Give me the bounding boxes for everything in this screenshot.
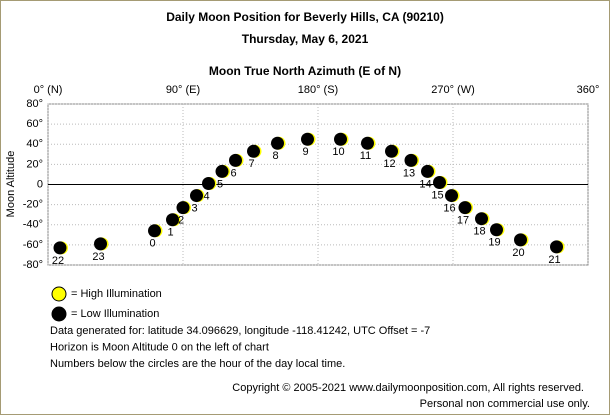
moon-point bbox=[458, 201, 472, 215]
copyright: Personal non commercial use only. bbox=[420, 398, 590, 410]
hour-label: 9 bbox=[302, 146, 308, 158]
moon-point bbox=[550, 240, 563, 254]
hour-label: 12 bbox=[383, 158, 395, 170]
hour-label: 13 bbox=[403, 167, 415, 179]
moon-point bbox=[361, 136, 374, 150]
moon-point bbox=[421, 164, 434, 178]
hour-label: 20 bbox=[512, 247, 524, 259]
hour-label: 3 bbox=[191, 202, 197, 214]
moon-point bbox=[385, 144, 398, 158]
y-tick-label: 20° bbox=[26, 158, 43, 170]
y-axis-title: Moon Altitude bbox=[5, 151, 17, 218]
chart-title: Daily Moon Position for Beverly Hills, C… bbox=[166, 10, 444, 24]
moon-point bbox=[301, 132, 314, 146]
hour-label: 1 bbox=[167, 227, 173, 239]
copyright: Copyright © 2005-2021 www.dailymoonposit… bbox=[232, 382, 584, 394]
note: Numbers below the circles are the hour o… bbox=[50, 358, 345, 370]
legend-swatch bbox=[51, 286, 67, 302]
moon-point bbox=[166, 213, 179, 227]
hour-label: 14 bbox=[419, 178, 431, 190]
moon-point bbox=[94, 237, 107, 251]
moon-point bbox=[247, 144, 260, 158]
hour-label: 16 bbox=[443, 202, 455, 214]
note: Data generated for: latitude 34.096629, … bbox=[50, 325, 430, 337]
y-tick-label: 80° bbox=[26, 98, 43, 110]
hour-label: 10 bbox=[332, 146, 344, 158]
hour-label: 8 bbox=[272, 150, 278, 162]
legend-swatch bbox=[51, 306, 67, 322]
note: Horizon is Moon Altitude 0 on the left o… bbox=[50, 341, 269, 353]
y-tick-label: -80° bbox=[23, 259, 43, 271]
hour-label: 17 bbox=[457, 215, 469, 227]
x-tick-label: 180° (S) bbox=[298, 84, 338, 96]
hour-label: 7 bbox=[248, 158, 254, 170]
moon-point bbox=[271, 136, 284, 150]
hour-label: 6 bbox=[230, 167, 236, 179]
hour-label: 21 bbox=[548, 254, 560, 266]
moon-point bbox=[475, 212, 488, 226]
x-tick-label: 90° (E) bbox=[166, 84, 200, 96]
chart-subtitle: Thursday, May 6, 2021 bbox=[242, 32, 369, 46]
moon-point bbox=[53, 241, 67, 255]
x-tick-label: 360° bbox=[577, 84, 600, 96]
hour-label: 19 bbox=[488, 237, 500, 249]
legend-label: = Low Illumination bbox=[71, 308, 159, 320]
moon-point bbox=[433, 175, 446, 189]
moon-point bbox=[190, 189, 203, 203]
hour-label: 4 bbox=[203, 190, 209, 202]
y-tick-label: 60° bbox=[26, 118, 43, 130]
y-tick-label: -20° bbox=[23, 199, 43, 211]
moon-point bbox=[334, 132, 347, 146]
y-tick-label: -40° bbox=[23, 219, 43, 231]
x-tick-label: 270° (W) bbox=[431, 84, 475, 96]
legend-label: = High Illumination bbox=[71, 288, 162, 300]
hour-label: 11 bbox=[360, 150, 371, 162]
moon-point bbox=[229, 153, 242, 167]
moon-point bbox=[445, 189, 458, 203]
hour-label: 18 bbox=[473, 226, 485, 238]
hour-label: 2 bbox=[178, 215, 184, 227]
hour-label: 23 bbox=[92, 251, 104, 263]
hour-label: 0 bbox=[149, 238, 155, 250]
moon-point bbox=[404, 153, 418, 167]
hour-label: 15 bbox=[431, 189, 443, 201]
moon-point bbox=[202, 176, 215, 190]
moon-point bbox=[148, 224, 161, 238]
hour-label: 5 bbox=[217, 178, 223, 190]
x-axis-title: Moon True North Azimuth (E of N) bbox=[209, 64, 401, 78]
y-tick-label: -60° bbox=[23, 239, 43, 251]
x-tick-label: 0° (N) bbox=[34, 84, 63, 96]
hour-label: 22 bbox=[52, 255, 64, 267]
y-tick-label: 40° bbox=[26, 138, 43, 150]
moon-point bbox=[176, 201, 190, 215]
moon-point bbox=[215, 164, 229, 178]
moon-point bbox=[490, 223, 503, 237]
y-tick-label: 0 bbox=[37, 178, 43, 190]
moon-point bbox=[514, 233, 527, 247]
